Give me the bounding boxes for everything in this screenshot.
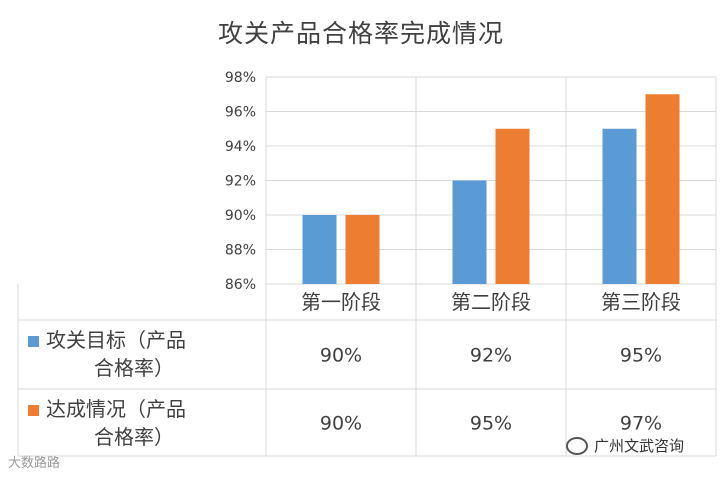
bar — [645, 94, 680, 284]
category-label: 第三阶段 — [601, 290, 681, 314]
y-tick-label: 92% — [225, 174, 256, 190]
data-table-value: 90% — [320, 345, 362, 367]
y-tick-label: 90% — [225, 208, 256, 224]
wechat-icon — [566, 436, 588, 455]
data-table-value: 90% — [320, 413, 362, 435]
bar — [495, 128, 530, 284]
legend-key — [28, 405, 39, 416]
watermark-left: 大数路路 — [8, 456, 61, 471]
y-tick-label: 88% — [225, 243, 256, 259]
data-table-value: 95% — [620, 345, 662, 367]
y-tick-label: 96% — [225, 105, 256, 121]
watermark-right: 广州文武咨询 — [566, 435, 684, 456]
chart-title: 攻关产品合格率完成情况 — [217, 19, 504, 48]
category-label: 第二阶段 — [451, 290, 531, 314]
watermark-right-text: 广州文武咨询 — [594, 437, 685, 455]
bar — [602, 128, 637, 284]
legend-key — [28, 336, 39, 347]
series-name-line1: 攻关目标（产品 — [46, 328, 186, 352]
series-name-line2: 合格率） — [94, 425, 174, 449]
series-name-line1: 达成情况（产品 — [46, 397, 186, 421]
data-table-value: 95% — [470, 413, 512, 435]
series-name-line2: 合格率） — [94, 356, 174, 380]
bar — [345, 215, 380, 284]
bar — [302, 215, 337, 284]
bar — [452, 180, 487, 284]
data-table-value: 92% — [470, 345, 512, 367]
y-tick-label: 98% — [225, 70, 256, 86]
y-tick-label: 94% — [225, 139, 256, 155]
data-table-value: 97% — [620, 413, 662, 435]
category-label: 第一阶段 — [301, 290, 381, 314]
y-tick-label: 86% — [225, 277, 256, 293]
